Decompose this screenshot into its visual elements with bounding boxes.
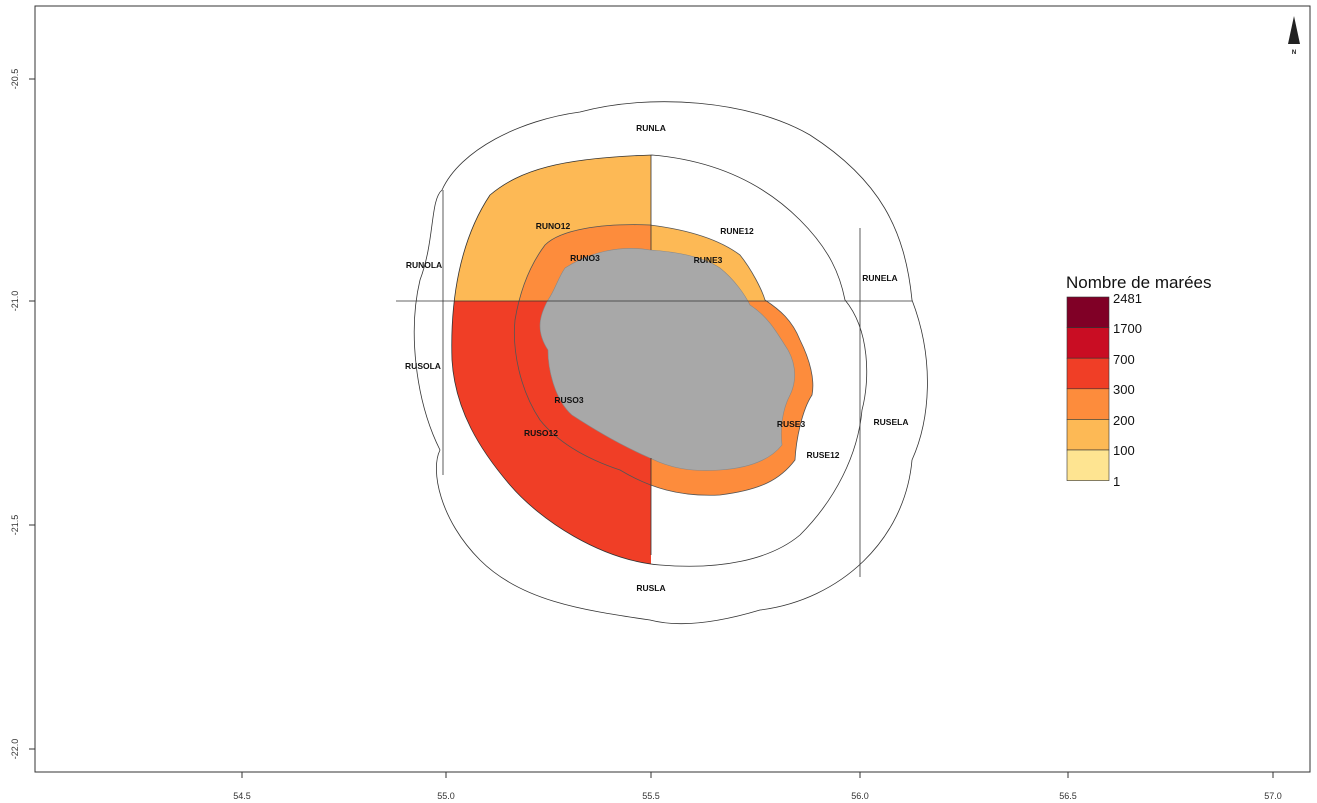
x-tick-label: 56.0 [851, 791, 869, 801]
y-axis: -20.5 -21.0 -21.5 -22.0 [10, 69, 35, 760]
zone-label-rusela: RUSELA [874, 417, 909, 427]
zone-label-ruso12: RUSO12 [524, 428, 558, 438]
legend-break-label: 200 [1113, 413, 1135, 428]
legend-swatch [1066, 419, 1110, 451]
legend-swatch [1066, 327, 1110, 359]
y-tick-label: -21.0 [10, 291, 20, 312]
legend-swatches [1066, 296, 1110, 481]
x-tick-label: 55.5 [642, 791, 660, 801]
legend-break-label: 700 [1113, 352, 1135, 367]
legend-break-label: 2481 [1113, 291, 1142, 306]
x-tick-label: 57.0 [1264, 791, 1282, 801]
zone-label-rune12: RUNE12 [720, 226, 754, 236]
north-arrow-icon [1288, 16, 1300, 44]
legend-break-label: 300 [1113, 382, 1135, 397]
legend-swatch [1066, 449, 1110, 481]
zone-label-ruse12: RUSE12 [806, 450, 839, 460]
zone-labels: RUNLA RUNOLA RUNELA RUSOLA RUSELA RUSLA … [405, 123, 908, 593]
legend-break-label: 100 [1113, 443, 1135, 458]
x-tick-label: 55.0 [437, 791, 455, 801]
zone-label-runela: RUNELA [862, 273, 897, 283]
legend-break-label: 1700 [1113, 321, 1142, 336]
island [539, 248, 795, 471]
legend-break-label: 1 [1113, 474, 1120, 489]
legend-swatch [1066, 296, 1110, 328]
zone-label-runo12: RUNO12 [536, 221, 571, 231]
zone-label-runla: RUNLA [636, 123, 666, 133]
legend-swatch [1066, 388, 1110, 420]
y-tick-label: -21.5 [10, 515, 20, 536]
legend-swatch [1066, 357, 1110, 390]
y-tick-label: -22.0 [10, 739, 20, 760]
x-tick-label: 56.5 [1059, 791, 1077, 801]
zone-label-rune3: RUNE3 [694, 255, 723, 265]
zone-label-rusola: RUSOLA [405, 361, 441, 371]
zone-label-runola: RUNOLA [406, 260, 442, 270]
x-tick-label: 54.5 [233, 791, 251, 801]
north-arrow-label: N [1292, 50, 1296, 56]
zone-label-ruse3: RUSE3 [777, 419, 806, 429]
plot-frame [34, 5, 1311, 773]
zone-label-rusla: RUSLA [636, 583, 665, 593]
legend-title: Nombre de marées [1066, 273, 1212, 292]
y-tick-label: -20.5 [10, 69, 20, 90]
legend: Nombre de marées 2481 1700 700 300 200 1… [1066, 273, 1212, 489]
zone-label-runo3: RUNO3 [570, 253, 600, 263]
zones [396, 101, 928, 625]
x-axis: 54.5 55.0 55.5 56.0 56.5 57.0 [233, 772, 1282, 801]
zone-label-ruso3: RUSO3 [554, 395, 584, 405]
north-arrow: N [1288, 16, 1300, 56]
